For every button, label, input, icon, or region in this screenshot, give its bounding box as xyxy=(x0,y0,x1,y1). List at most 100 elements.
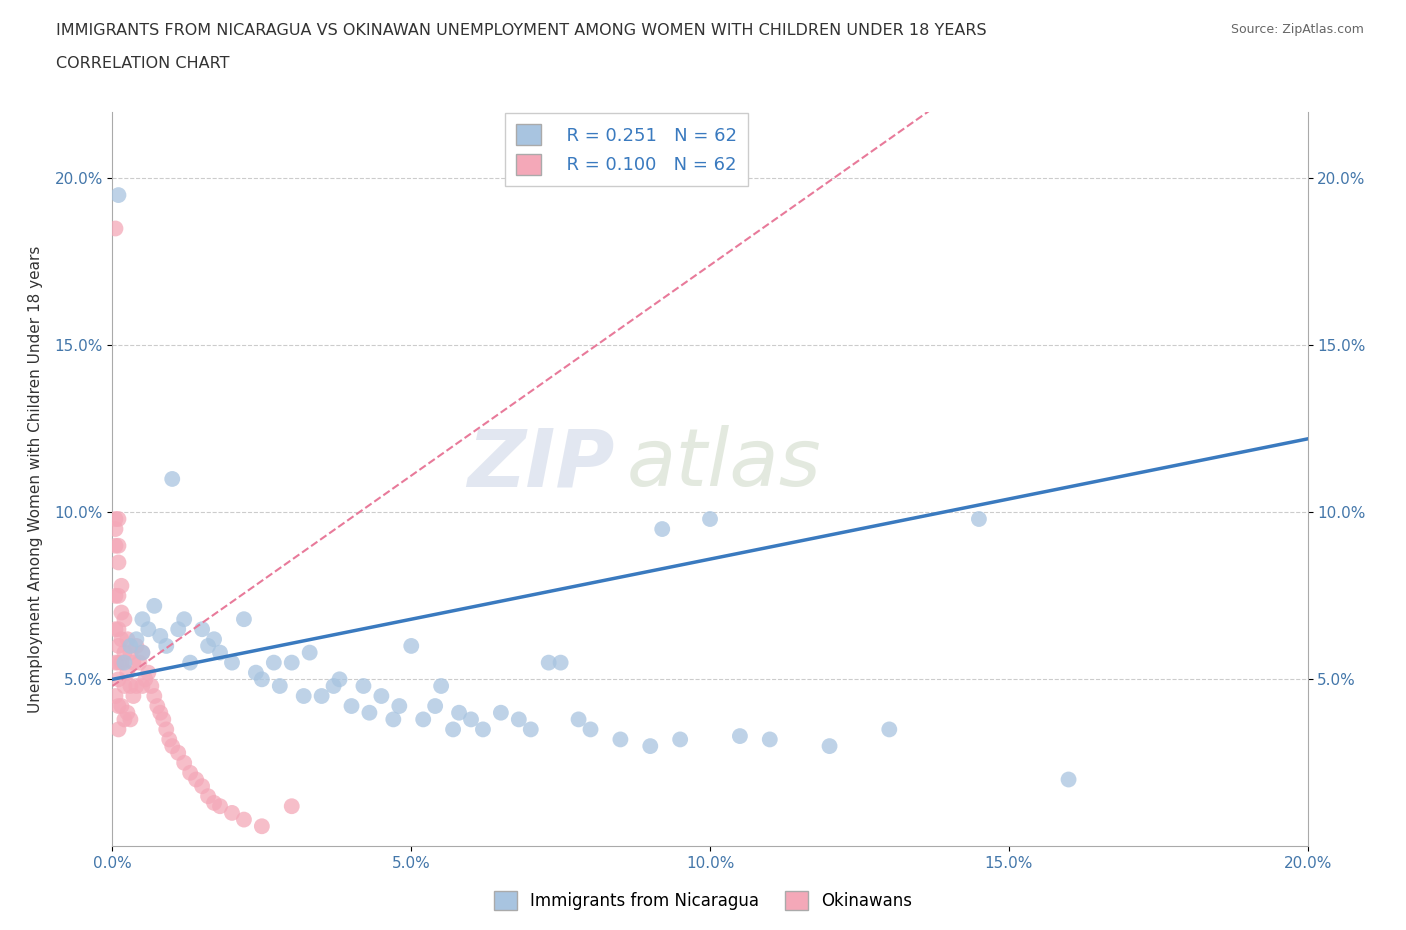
Point xyxy=(550,656,572,671)
Point xyxy=(818,738,841,753)
Point xyxy=(382,712,405,727)
Point xyxy=(191,778,214,793)
Point xyxy=(520,722,543,737)
Point xyxy=(114,612,135,627)
Point xyxy=(353,679,375,694)
Point xyxy=(221,805,243,820)
Point xyxy=(412,712,434,727)
Point xyxy=(107,656,129,671)
Point xyxy=(250,671,273,686)
Point xyxy=(233,612,256,627)
Point xyxy=(155,639,177,654)
Point xyxy=(110,698,132,713)
Point xyxy=(179,765,201,780)
Point xyxy=(173,755,195,770)
Point xyxy=(759,732,782,747)
Point xyxy=(263,656,285,671)
Point xyxy=(191,622,214,637)
Point xyxy=(311,688,333,703)
Point xyxy=(250,818,273,833)
Point xyxy=(104,221,127,236)
Point xyxy=(110,656,132,671)
Point xyxy=(388,698,411,713)
Point xyxy=(430,679,453,694)
Point xyxy=(162,472,183,486)
Point xyxy=(651,522,673,537)
Point xyxy=(167,745,190,760)
Point xyxy=(110,578,132,593)
Point xyxy=(202,631,225,646)
Point xyxy=(107,639,129,654)
Point xyxy=(104,589,127,604)
Point xyxy=(370,688,392,703)
Point xyxy=(107,589,129,604)
Point xyxy=(221,656,243,671)
Point xyxy=(104,538,127,553)
Point xyxy=(197,789,219,804)
Point xyxy=(609,732,631,747)
Point xyxy=(537,656,560,671)
Point xyxy=(143,598,166,613)
Point xyxy=(209,799,232,814)
Point xyxy=(110,631,132,646)
Point xyxy=(186,772,208,787)
Point xyxy=(138,622,160,637)
Point xyxy=(120,679,142,694)
Point xyxy=(699,512,721,526)
Point xyxy=(125,679,148,694)
Point xyxy=(117,705,139,720)
Point xyxy=(107,188,129,203)
Point xyxy=(138,665,160,680)
Point xyxy=(292,688,315,703)
Point xyxy=(114,712,135,727)
Point xyxy=(149,629,172,644)
Text: CORRELATION CHART: CORRELATION CHART xyxy=(56,56,229,71)
Point xyxy=(149,705,172,720)
Point xyxy=(489,705,512,720)
Point xyxy=(359,705,381,720)
Point xyxy=(155,722,177,737)
Point xyxy=(269,679,291,694)
Point xyxy=(329,671,352,686)
Legend: Immigrants from Nicaragua, Okinawans: Immigrants from Nicaragua, Okinawans xyxy=(486,884,920,917)
Point xyxy=(209,645,232,660)
Point xyxy=(114,645,135,660)
Point xyxy=(107,698,129,713)
Point xyxy=(104,622,127,637)
Point xyxy=(728,729,751,744)
Point xyxy=(146,698,169,713)
Point xyxy=(107,555,129,570)
Point xyxy=(131,645,153,660)
Point xyxy=(879,722,901,737)
Text: IMMIGRANTS FROM NICARAGUA VS OKINAWAN UNEMPLOYMENT AMONG WOMEN WITH CHILDREN UND: IMMIGRANTS FROM NICARAGUA VS OKINAWAN UN… xyxy=(56,23,987,38)
Point xyxy=(143,688,166,703)
Point xyxy=(131,645,153,660)
Point xyxy=(162,738,183,753)
Point xyxy=(173,612,195,627)
Point xyxy=(460,712,482,727)
Point xyxy=(104,656,127,671)
Point xyxy=(967,512,990,526)
Point xyxy=(114,656,135,671)
Point xyxy=(104,522,127,537)
Point xyxy=(107,512,129,526)
Point xyxy=(167,622,190,637)
Point xyxy=(131,679,153,694)
Point xyxy=(157,732,180,747)
Point xyxy=(120,639,142,654)
Point xyxy=(134,671,156,686)
Text: ZIP: ZIP xyxy=(467,425,614,503)
Point xyxy=(245,665,267,680)
Point xyxy=(508,712,530,727)
Point xyxy=(449,705,471,720)
Point xyxy=(110,605,132,620)
Point xyxy=(125,639,148,654)
Point xyxy=(197,639,219,654)
Point xyxy=(117,631,139,646)
Point xyxy=(233,812,256,827)
Point xyxy=(117,665,139,680)
Point xyxy=(579,722,602,737)
Y-axis label: Unemployment Among Women with Children Under 18 years: Unemployment Among Women with Children U… xyxy=(28,246,44,712)
Point xyxy=(472,722,495,737)
Point xyxy=(114,679,135,694)
